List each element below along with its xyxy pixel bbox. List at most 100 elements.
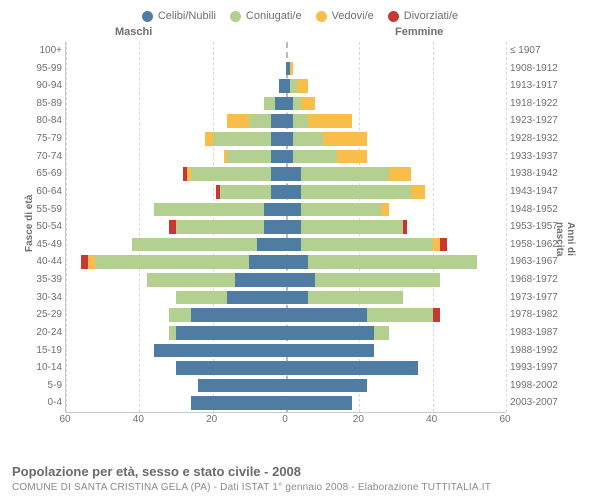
bar-segment-female <box>301 185 411 199</box>
age-label: 45-49 <box>20 236 62 254</box>
bar-segment-female <box>301 220 404 234</box>
bar-segment-female <box>286 255 308 269</box>
birth-year-label: 1928-1932 <box>510 130 572 148</box>
male-header: Maschi <box>115 26 152 38</box>
bar-segment-male <box>227 150 271 164</box>
birth-year-label: 1963-1967 <box>510 253 572 271</box>
age-label: 50-54 <box>20 218 62 236</box>
bar-segment-female <box>433 238 440 252</box>
bar-segment-female <box>286 132 293 146</box>
age-label: 100+ <box>20 42 62 60</box>
bar-segment-female <box>308 291 403 305</box>
bar-segment-female <box>301 167 389 181</box>
x-tick: 20 <box>206 414 217 425</box>
bar-segment-female <box>440 238 447 252</box>
bar-segment-female <box>374 326 389 340</box>
bar-segment-male <box>257 238 286 252</box>
bar-segment-female <box>286 220 301 234</box>
age-label: 10-14 <box>20 359 62 377</box>
birth-year-label: 2003-2007 <box>510 394 572 412</box>
chart-footer: Popolazione per età, sesso e stato civil… <box>12 463 491 494</box>
bar-segment-female <box>293 132 322 146</box>
gridline <box>66 42 67 412</box>
bar-segment-female <box>367 308 433 322</box>
x-tick: 20 <box>353 414 364 425</box>
age-label: 40-44 <box>20 253 62 271</box>
bar-segment-male <box>213 132 272 146</box>
bar-segment-female <box>315 273 440 287</box>
legend-item: Coniugati/e <box>230 10 302 22</box>
birth-year-label: 1958-1962 <box>510 236 572 254</box>
x-axis: 6040200204060 <box>65 414 505 430</box>
legend-item: Vedovi/e <box>316 10 374 22</box>
bar-segment-male <box>95 255 249 269</box>
bar-segment-male <box>187 167 191 181</box>
bar-segment-female <box>297 79 308 93</box>
bar-segment-female <box>308 255 477 269</box>
bar-segment-male <box>264 203 286 217</box>
age-label: 5-9 <box>20 377 62 395</box>
age-label: 70-74 <box>20 148 62 166</box>
bar-segment-female <box>403 220 407 234</box>
bar-segment-male <box>176 361 286 375</box>
age-label: 75-79 <box>20 130 62 148</box>
gridline <box>506 42 507 412</box>
x-tick: 40 <box>426 414 437 425</box>
bar-segment-male <box>279 79 286 93</box>
legend-item: Celibi/Nubili <box>142 10 216 22</box>
bar-segment-male <box>176 326 286 340</box>
bar-segment-female <box>290 79 297 93</box>
bar-segment-female <box>308 114 352 128</box>
bar-segment-male <box>147 273 235 287</box>
age-label: 0-4 <box>20 394 62 412</box>
age-label: 25-29 <box>20 306 62 324</box>
bar-segment-male <box>81 255 88 269</box>
birth-year-label: 1923-1927 <box>510 112 572 130</box>
bar-segment-female <box>286 273 315 287</box>
bar-segment-male <box>191 308 286 322</box>
bar-segment-male <box>264 220 286 234</box>
bar-segment-male <box>169 326 176 340</box>
bar-segment-female <box>293 97 300 111</box>
bar-segment-male <box>176 291 227 305</box>
legend-item: Divorziati/e <box>388 10 458 22</box>
x-tick: 60 <box>499 414 510 425</box>
bar-segment-female <box>286 326 374 340</box>
birth-year-label: 1983-1987 <box>510 324 572 342</box>
legend-swatch <box>142 11 153 22</box>
legend-swatch <box>388 11 399 22</box>
birth-year-label: 1918-1922 <box>510 95 572 113</box>
population-pyramid: Fasce di età Anni di nascita 60402002040… <box>20 42 560 437</box>
age-label: 20-24 <box>20 324 62 342</box>
gridline <box>139 42 140 412</box>
bar-segment-female <box>389 167 411 181</box>
bar-segment-female <box>286 308 367 322</box>
bar-segment-female <box>286 185 301 199</box>
age-label: 95-99 <box>20 60 62 78</box>
bar-segment-female <box>381 203 388 217</box>
birth-year-label: 1998-2002 <box>510 377 572 395</box>
age-label: 60-64 <box>20 183 62 201</box>
bar-segment-male <box>154 203 264 217</box>
bar-segment-female <box>286 167 301 181</box>
bar-segment-female <box>323 132 367 146</box>
age-label: 30-34 <box>20 289 62 307</box>
legend-label: Coniugati/e <box>246 10 302 22</box>
legend-swatch <box>230 11 241 22</box>
bar-segment-male <box>227 114 249 128</box>
birth-year-label: 1973-1977 <box>510 289 572 307</box>
bar-segment-male <box>88 255 95 269</box>
bar-segment-female <box>286 203 301 217</box>
bar-segment-male <box>275 97 286 111</box>
female-header: Femmine <box>395 26 443 38</box>
age-label: 90-94 <box>20 77 62 95</box>
legend-swatch <box>316 11 327 22</box>
bar-segment-male <box>271 167 286 181</box>
bar-segment-female <box>286 291 308 305</box>
birth-year-label: 1953-1957 <box>510 218 572 236</box>
bar-segment-female <box>301 203 382 217</box>
bar-segment-male <box>264 97 275 111</box>
x-tick: 40 <box>133 414 144 425</box>
bar-segment-male <box>132 238 257 252</box>
birth-year-label: ≤ 1907 <box>510 42 572 60</box>
